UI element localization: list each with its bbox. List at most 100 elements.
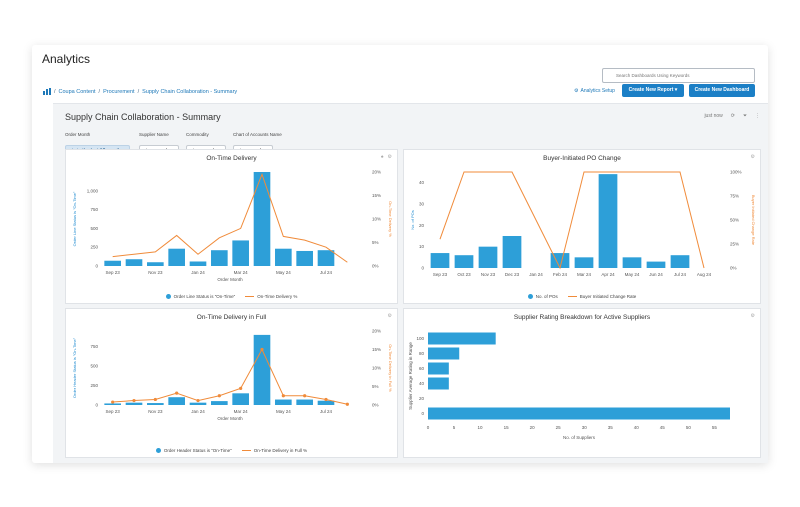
- legend-swatch-bar: [155, 448, 161, 453]
- legend-item: No. of POs: [527, 294, 558, 299]
- app-window: Analytics / Coupa Content / Procurement …: [32, 45, 768, 463]
- gear-icon[interactable]: ⚙: [750, 313, 755, 319]
- chart-bar: [454, 255, 474, 268]
- x-tick-label: Dec 23: [505, 272, 520, 277]
- y-tick-label: 80: [419, 351, 425, 356]
- dashboard-title: Supply Chain Collaboration - Summary: [65, 112, 221, 122]
- legend-swatch-line: [245, 296, 255, 297]
- chart-bar: [622, 257, 642, 268]
- chart-card-supplier-rating: 100 80 60 40 20 0 0 5 10 15 20 25 30 35 40 45 50 55 No. of…: [403, 308, 761, 458]
- y2-tick-label: 5%: [372, 240, 379, 245]
- legend-swatch-line: [567, 296, 577, 297]
- x-axis-title: No. of Suppliers: [563, 435, 596, 440]
- legend-swatch-bar: [165, 294, 171, 299]
- y2-tick-label: 25%: [730, 242, 739, 247]
- legend-label: On-Time Delivery %: [257, 294, 298, 299]
- refresh-icon[interactable]: ⟳: [730, 113, 735, 119]
- chart-bar: [428, 407, 730, 420]
- line-point: [175, 391, 179, 395]
- chart-bar: [168, 397, 185, 405]
- legend-item: On-Time Delivery in Full %: [241, 448, 307, 453]
- chart-bar: [478, 246, 498, 268]
- chart-bar: [211, 401, 228, 405]
- chart-bar: [253, 334, 271, 405]
- x-tick-label: 5: [453, 425, 456, 430]
- y-tick-label: 500: [90, 226, 98, 231]
- y2-axis-title: On-Time Delivery in Full %: [388, 344, 393, 392]
- chart-card-on-time-delivery: 0 250 500 750 1,000 0% 5% 10% 15% 20% Sep 23 Nov 23…: [65, 149, 398, 304]
- alert-icon[interactable]: ♠: [380, 154, 384, 160]
- y2-axis-title: Buyer Initiated Change Rate: [751, 195, 756, 246]
- x-tick-label: May 24: [276, 270, 291, 275]
- chart-bar: [574, 257, 594, 268]
- x-tick-label: Jun 24: [649, 272, 663, 277]
- create-dashboard-button[interactable]: Create New Dashboard: [689, 84, 755, 97]
- breadcrumb-separator: /: [98, 88, 101, 95]
- breadcrumb-separator: /: [137, 88, 140, 95]
- card-actions: ⚙: [751, 313, 755, 319]
- chart-title: Buyer-Initiated PO Change: [543, 155, 621, 162]
- legend-swatch-line: [241, 450, 251, 451]
- y-tick-label: 30: [419, 202, 425, 207]
- x-tick-label: Jan 24: [191, 270, 205, 275]
- x-tick-label: Sep 23: [106, 270, 121, 275]
- breadcrumb-procurement[interactable]: Procurement: [103, 88, 135, 95]
- chart-bar: [147, 403, 164, 405]
- line-point: [111, 400, 115, 404]
- gear-icon[interactable]: ⚙: [387, 313, 392, 319]
- y2-tick-label: 75%: [730, 194, 739, 199]
- card-actions: ⚙: [751, 154, 755, 160]
- chart-bar: [502, 236, 522, 268]
- chart-bar: [189, 402, 207, 405]
- analytics-bars-icon[interactable]: [43, 88, 51, 95]
- x-tick-label: 35: [608, 425, 614, 430]
- y2-tick-label: 20%: [372, 329, 381, 334]
- x-axis-title: Order Month: [217, 277, 243, 282]
- series-line: [112, 348, 348, 405]
- y-tick-label: 40: [419, 381, 425, 386]
- x-tick-label: 50: [686, 425, 692, 430]
- supplier-rating-chart: 100 80 60 40 20 0 0 5 10 15 20 25 30 35 40 45 50 55 No. of…: [408, 332, 730, 440]
- filter-label: Chart of Accounts Name: [233, 132, 282, 137]
- line-point: [260, 347, 264, 352]
- x-tick-label: Sep 23: [106, 409, 121, 414]
- y-tick-label: 250: [90, 383, 98, 388]
- y-tick-label: 20: [419, 223, 425, 228]
- chart-bar: [430, 253, 450, 268]
- chart-bar: [211, 250, 228, 266]
- chart-bar: [232, 393, 249, 405]
- chart-bar: [125, 259, 143, 266]
- y2-tick-label: 0%: [372, 264, 379, 269]
- chart-legend: Order Header Status is "On-Time" On-Time…: [66, 448, 397, 453]
- line-point: [132, 398, 136, 403]
- analytics-setup-link[interactable]: ⚙ Analytics Setup: [574, 88, 615, 94]
- filter-icon[interactable]: ⏷: [742, 113, 747, 119]
- search-input[interactable]: [602, 68, 755, 83]
- x-tick-label: Apr 24: [601, 272, 615, 277]
- gear-icon[interactable]: ⚙: [387, 154, 392, 160]
- chart-title: On-Time Delivery in Full: [196, 314, 267, 321]
- gear-icon[interactable]: ⚙: [750, 154, 755, 160]
- x-tick-label: Jul 24: [674, 272, 687, 277]
- more-options-icon[interactable]: ⋮: [755, 113, 760, 119]
- x-tick-label: 20: [530, 425, 536, 430]
- breadcrumb-separator: /: [54, 88, 56, 95]
- create-report-button[interactable]: Create New Report ▾: [622, 84, 684, 97]
- x-tick-label: Mar 24: [577, 272, 592, 277]
- chart-bar: [296, 399, 313, 405]
- line-point: [153, 397, 157, 402]
- card-actions: ♠ ⚙: [381, 154, 392, 160]
- last-run-label: just now: [704, 113, 723, 119]
- breadcrumb-current-dashboard[interactable]: Supply Chain Collaboration - Summary: [142, 88, 238, 95]
- legend-item: Order Line Status is "On-Time": [165, 294, 235, 299]
- card-actions: ⚙: [388, 313, 392, 319]
- chart-bar: [275, 248, 292, 266]
- x-tick-label: Mar 24: [234, 409, 249, 414]
- y-tick-label: 10: [419, 244, 425, 249]
- chart-card-buyer-po-change: 0 10 20 30 40 0% 25% 50% 75% 100% Sep 23 Oct 23 Nov …: [403, 149, 761, 304]
- breadcrumb-coupa-content[interactable]: Coupa Content: [58, 88, 96, 95]
- chart-bar: [104, 403, 121, 405]
- chart-title: Supplier Rating Breakdown for Active Sup…: [513, 314, 651, 321]
- series-line: [112, 172, 348, 263]
- x-tick-label: Jul 24: [320, 409, 333, 414]
